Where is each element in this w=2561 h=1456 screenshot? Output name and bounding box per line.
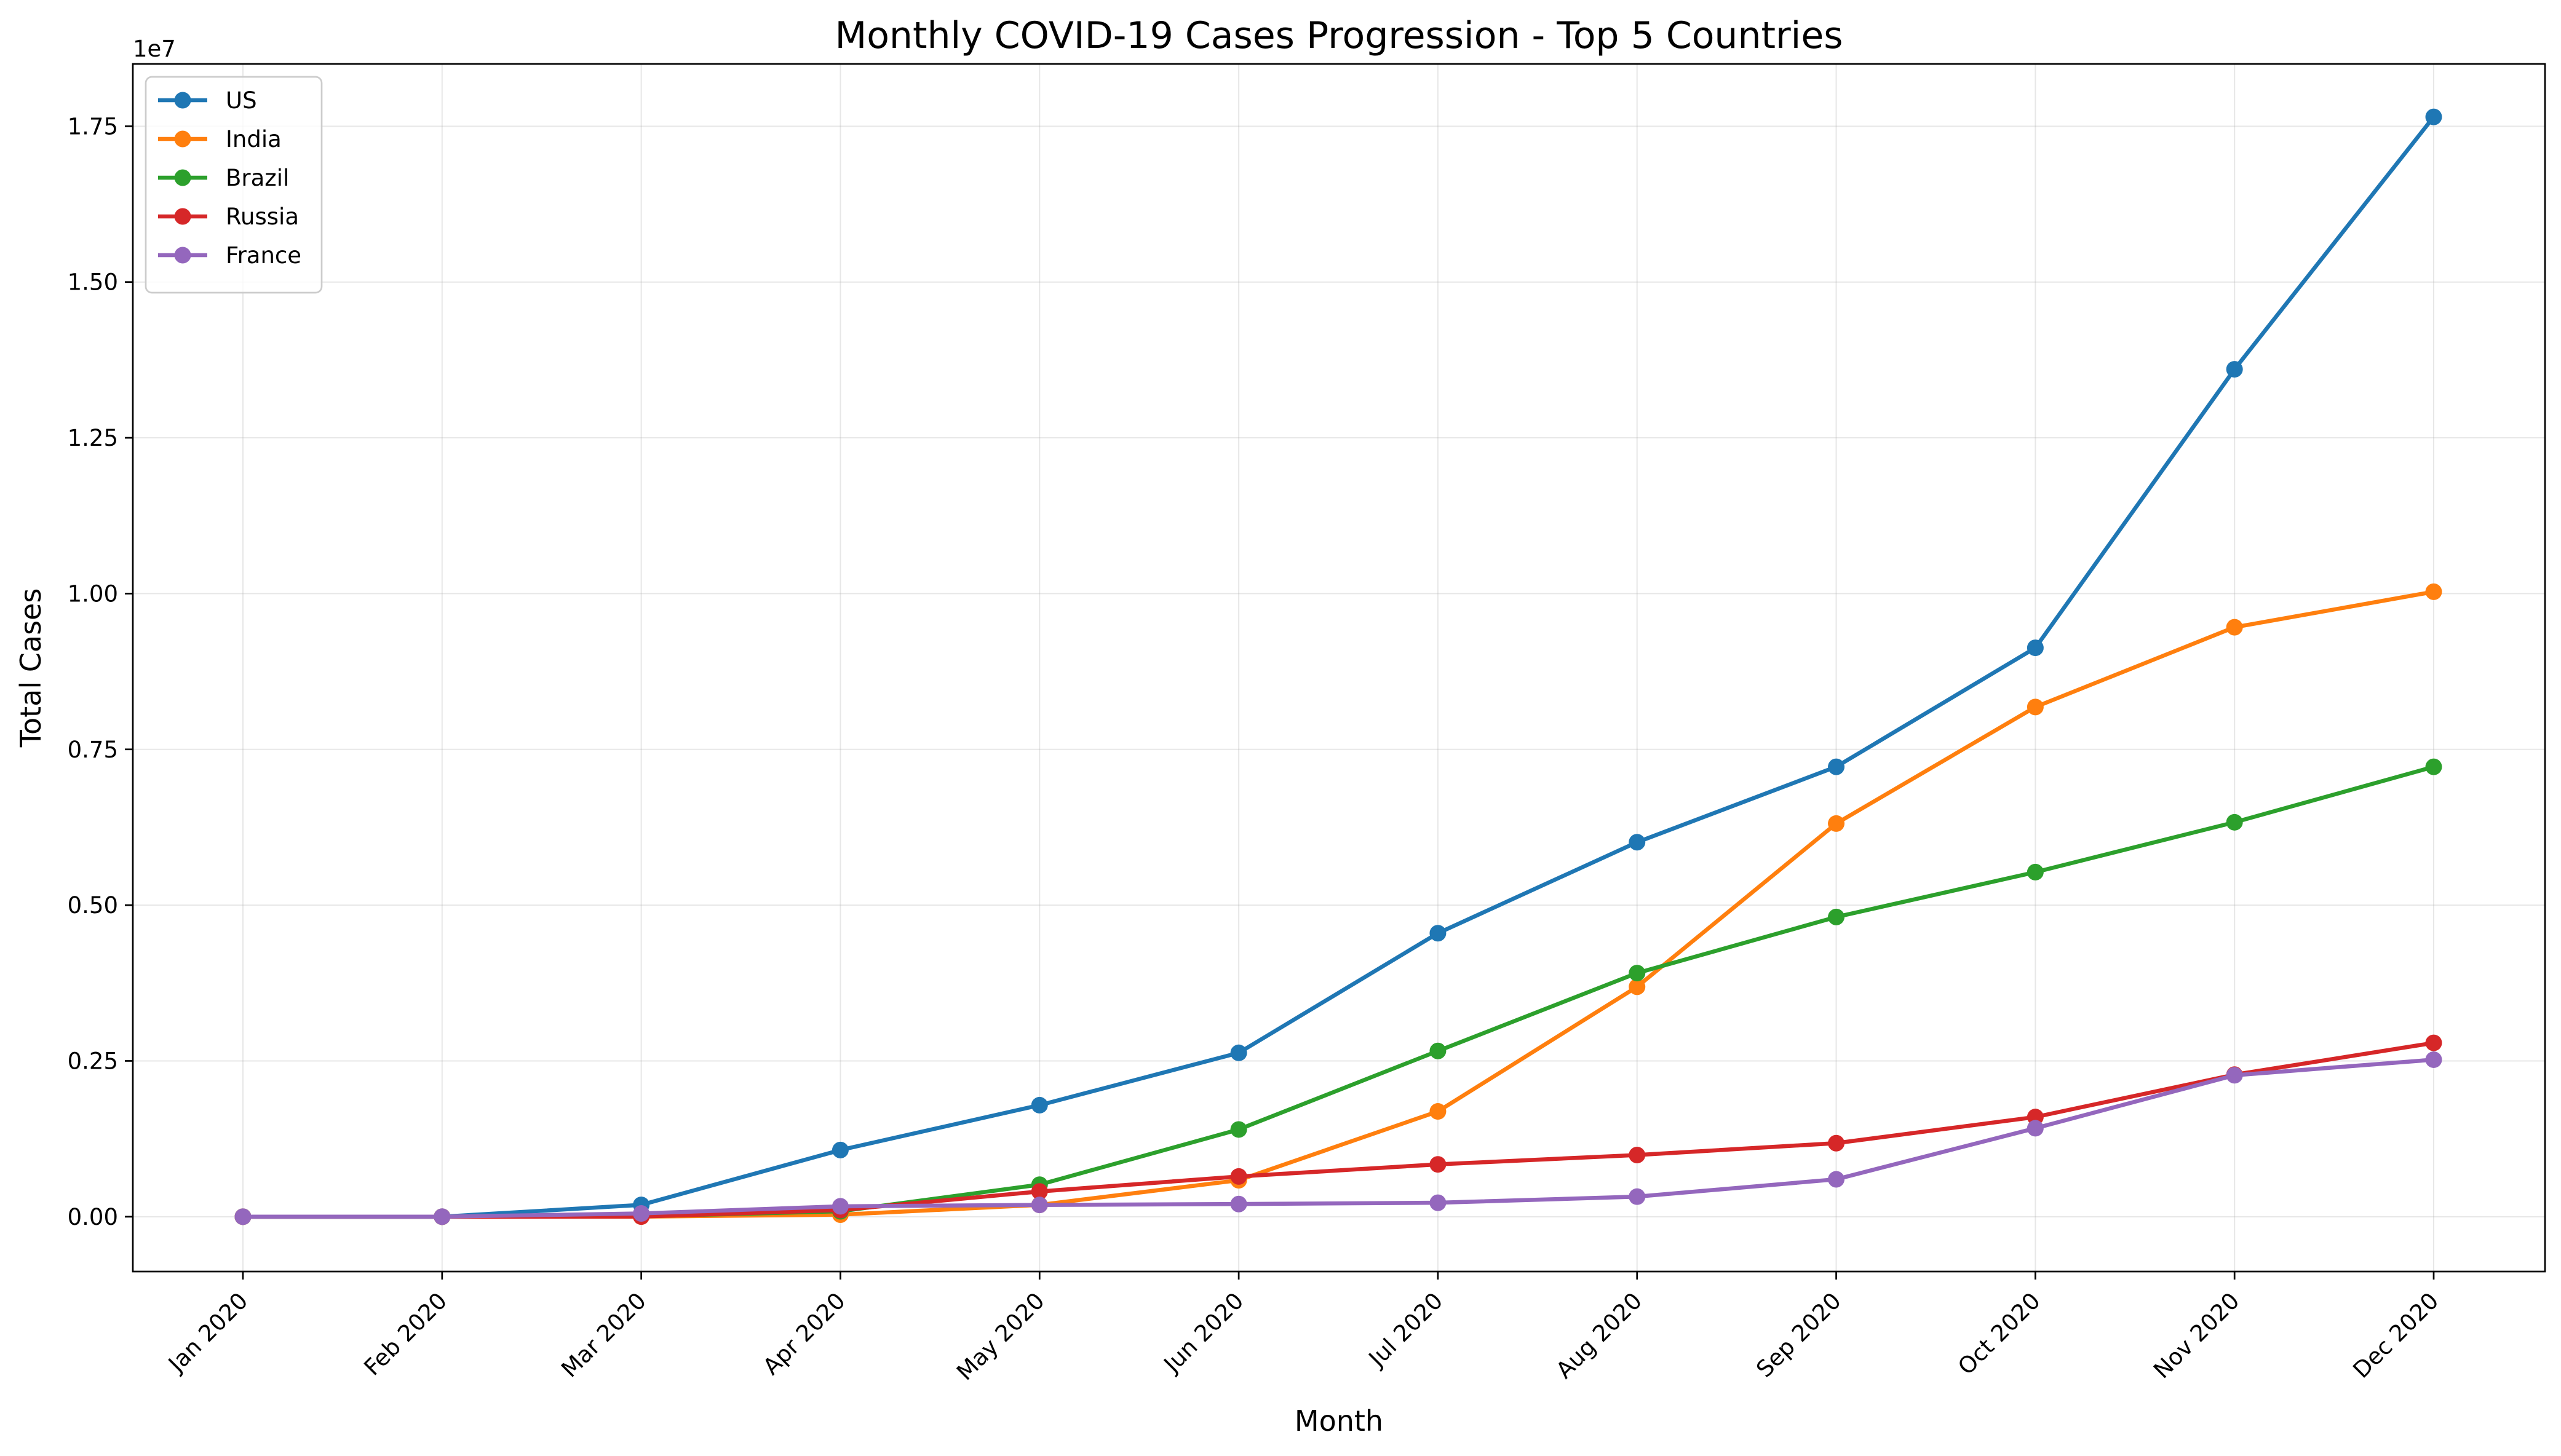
legend-item-india: India (158, 126, 282, 152)
grid (133, 64, 2545, 1272)
data-point (2027, 698, 2044, 716)
axes-frame (132, 63, 2546, 1273)
legend-marker (174, 169, 191, 186)
data-point (2027, 863, 2044, 880)
legend-marker (174, 208, 191, 225)
series-line (240, 114, 2436, 1219)
legend-label: India (226, 126, 282, 152)
y-tick-label: 0.50 (68, 892, 118, 919)
data-point (2027, 1120, 2044, 1137)
legend-label: US (226, 87, 257, 114)
data-point (2425, 1034, 2442, 1051)
data-point (1629, 965, 1646, 982)
data-point (1230, 1195, 1247, 1213)
data-point (1828, 758, 1845, 775)
data-point (2425, 583, 2442, 600)
data-point (2027, 639, 2044, 657)
data-point (2226, 619, 2243, 636)
data-point (2425, 1051, 2442, 1068)
data-point (2226, 361, 2243, 378)
data-point (1828, 815, 1845, 832)
data-point (2226, 813, 2243, 831)
data-point (1828, 908, 1845, 925)
data-point (1629, 1146, 1646, 1163)
data-point (1230, 1168, 1247, 1185)
data-point (434, 1208, 451, 1225)
data-point (1429, 1042, 1447, 1059)
y-tick-label: 0.00 (68, 1204, 118, 1230)
legend-label: Russia (226, 204, 299, 230)
legend-marker (174, 130, 191, 148)
y-axis-label: Total Cases (14, 588, 47, 748)
legend-item-russia: Russia (158, 204, 299, 230)
legend-label: Brazil (226, 165, 289, 191)
data-point (832, 1198, 849, 1215)
data-point (1629, 834, 1646, 851)
data-point (1230, 1044, 1247, 1061)
data-point (234, 1208, 252, 1225)
legend-marker (174, 247, 191, 264)
data-point (1230, 1121, 1247, 1138)
data-point (2425, 758, 2442, 775)
x-axis-label: Month (1295, 1404, 1383, 1438)
y-tick-label: 1.50 (68, 269, 118, 296)
data-point (1629, 978, 1646, 995)
series-france (234, 1051, 2442, 1225)
data-point (1031, 1096, 1048, 1114)
chart-title: Monthly COVID-19 Cases Progression - Top… (835, 14, 1843, 57)
legend-marker (174, 92, 191, 109)
series-line (240, 1040, 2436, 1219)
data-point (1031, 1183, 1048, 1200)
data-point (832, 1141, 849, 1158)
legend-label: France (226, 242, 301, 269)
y-tick-label: 0.25 (68, 1048, 118, 1074)
legend-box (145, 76, 323, 294)
data-point (633, 1205, 650, 1222)
y-tick-label: 1.75 (68, 113, 118, 140)
y-tick-label: 1.00 (68, 580, 118, 607)
data-point (1429, 1103, 1447, 1120)
legend-item-brazil: Brazil (158, 165, 289, 191)
y-tick-label: 1.25 (68, 425, 118, 451)
y-tick-label: 0.75 (68, 737, 118, 763)
legend: US India Brazil Russia France (145, 76, 323, 294)
data-point (1828, 1171, 1845, 1188)
legend-item-us: US (158, 87, 257, 114)
series-line (240, 1058, 2436, 1219)
data-point (2425, 108, 2442, 125)
series-group (234, 108, 2442, 1225)
data-point (1629, 1188, 1646, 1205)
data-point (2226, 1067, 2243, 1084)
data-point (1828, 1134, 1845, 1152)
legend-item-france: France (158, 242, 301, 269)
data-point (1031, 1197, 1048, 1214)
data-point (1429, 1194, 1447, 1211)
y-axis-offset-label: 1e7 (133, 36, 176, 62)
data-point (1429, 925, 1447, 942)
data-point (1429, 1156, 1447, 1173)
